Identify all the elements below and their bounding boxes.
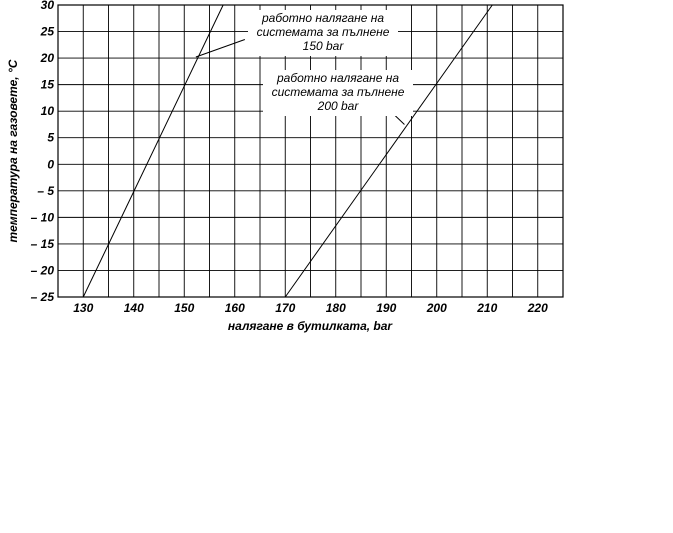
x-tick-label: 140 (124, 301, 144, 315)
anno-150-leader (195, 39, 246, 58)
anno-200-line: системата за пълнене (272, 85, 405, 99)
series-line-s200 (284, 4, 493, 298)
y-tick-label: – 5 (37, 184, 54, 198)
y-tick-label: 5 (47, 131, 54, 145)
y-tick-label: 20 (40, 51, 55, 65)
x-tick-labels: 130 140 150 160 170 180 190 200 210 220 (73, 301, 548, 315)
series-line-s150 (82, 4, 224, 298)
x-tick-label: 190 (376, 301, 396, 315)
x-tick-label: 220 (527, 301, 548, 315)
x-tick-label: 210 (476, 301, 497, 315)
anno-150-line: системата за пълнене (257, 25, 390, 39)
x-axis-label: налягане в бутилката, bar (228, 319, 394, 333)
anno-200-line: 200 bar (317, 99, 360, 113)
x-tick-label: 150 (174, 301, 194, 315)
plot-frame (57, 4, 564, 298)
x-tick-label: 130 (73, 301, 93, 315)
y-tick-label: – 15 (31, 237, 55, 251)
series-lines (82, 4, 493, 298)
x-tick-label: 170 (275, 301, 295, 315)
y-tick-label: 15 (41, 78, 55, 92)
y-tick-label: 25 (40, 25, 55, 39)
y-tick-label: – 25 (31, 290, 55, 304)
anno-200-box (263, 70, 413, 116)
y-tick-label: 0 (47, 157, 54, 171)
x-tick-label: 180 (326, 301, 346, 315)
anno-200-line: работно налягане на (276, 71, 399, 85)
anno-150-box (248, 10, 398, 56)
y-tick-label: – 20 (31, 263, 55, 277)
anno-150-line: 150 bar (303, 39, 345, 53)
y-tick-labels: 30 25 20 15 10 5 0 – 5 – 10 – 15 – 20 – 25 (31, 0, 55, 304)
y-tick-label: 10 (41, 104, 55, 118)
y-tick-label: 30 (41, 0, 55, 12)
anno-150-line: работно налягане на (261, 11, 384, 25)
x-tick-label: 160 (225, 301, 245, 315)
y-axis-label: температура на газовете, °C (6, 59, 20, 242)
x-tick-label: 200 (426, 301, 447, 315)
y-tick-label: – 10 (31, 210, 55, 224)
